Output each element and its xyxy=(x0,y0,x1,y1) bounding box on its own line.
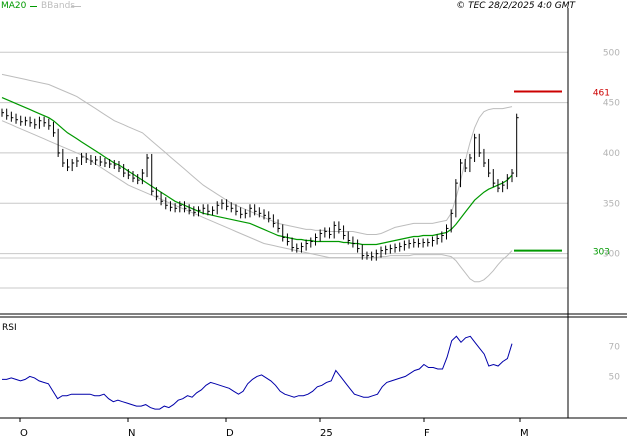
price-series xyxy=(1,108,519,261)
price-levels: 461 303 xyxy=(514,89,610,258)
bbands-legend: BBands xyxy=(41,1,75,11)
chart-frame xyxy=(0,8,627,419)
rsi-panel: RSI xyxy=(2,323,513,410)
price-grid xyxy=(0,51,568,289)
bbands-series xyxy=(1,73,513,283)
month-label: D xyxy=(226,428,234,439)
rsi-line xyxy=(2,335,513,410)
ma20-series xyxy=(1,97,513,246)
ma20-legend-swatch xyxy=(30,6,37,7)
rsi-tick-label: 50 xyxy=(609,372,621,382)
ma20-legend: MA20 xyxy=(1,1,27,11)
price-tick-label: 400 xyxy=(603,149,620,159)
month-label: O xyxy=(20,428,28,439)
price-tick-label: 450 xyxy=(603,99,620,109)
chart-header: MA20 BBands © TEC 28/2/2025 4:0 GMT xyxy=(0,0,627,12)
month-label: M xyxy=(520,428,529,439)
month-label: N xyxy=(128,428,135,439)
resistance-level-label: 461 xyxy=(593,89,610,99)
month-label: F xyxy=(424,428,430,439)
month-label: 25 xyxy=(320,428,333,439)
price-tick-label: 300 xyxy=(603,250,620,260)
bbands-legend-swatch xyxy=(71,6,81,7)
price-tick-label: 350 xyxy=(603,199,620,209)
axes: 300 350 400 450 500 50 70 O N D 25 F M xyxy=(19,48,621,439)
copyright-text: © TEC 28/2/2025 4:0 GMT xyxy=(456,1,575,11)
support-level-label: 303 xyxy=(593,248,610,258)
bbands-upper-line xyxy=(1,73,513,235)
price-tick-label: 500 xyxy=(603,48,620,58)
rsi-title: RSI xyxy=(2,323,17,333)
rsi-tick-label: 70 xyxy=(609,343,621,353)
ma20-line xyxy=(1,97,513,246)
